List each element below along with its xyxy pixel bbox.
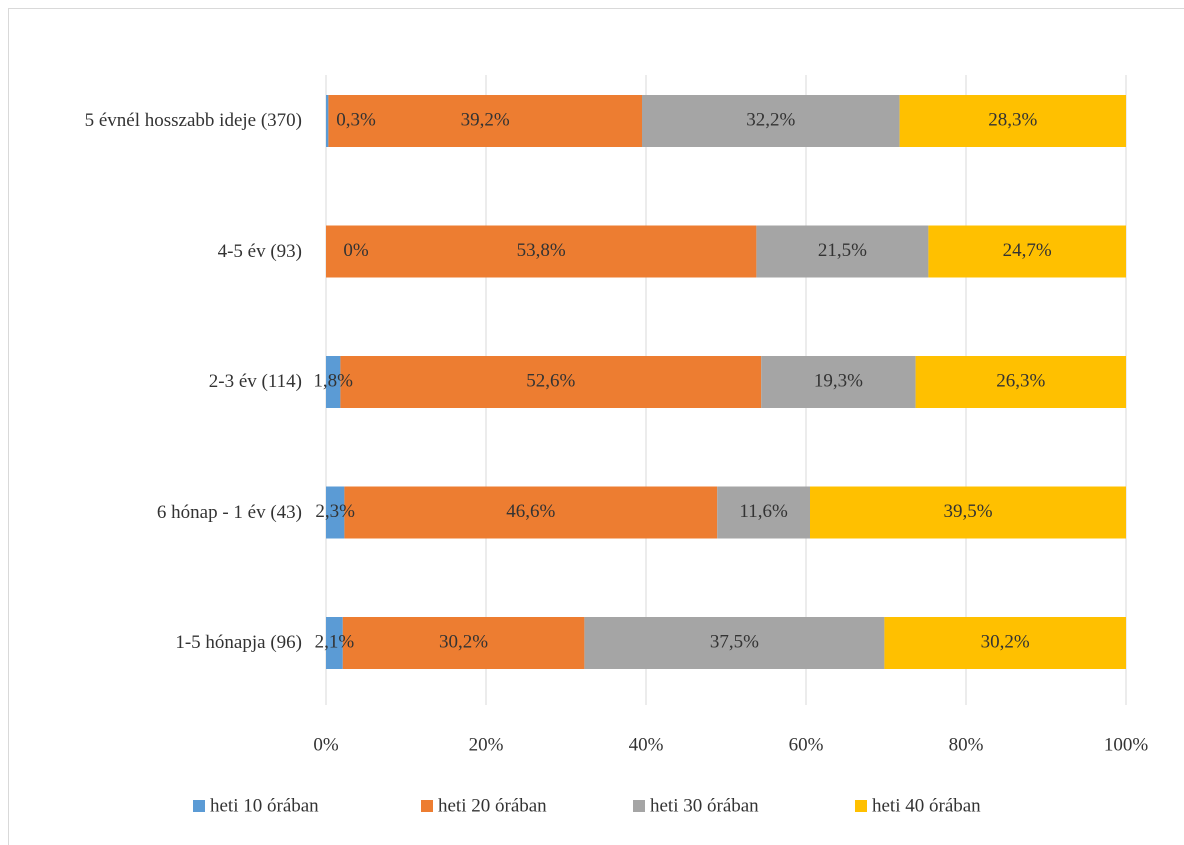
legend-label: heti 20 órában — [438, 795, 547, 816]
bar-segment — [884, 617, 1126, 669]
legend-swatch — [421, 800, 433, 812]
data-label: 53,8% — [517, 240, 566, 261]
x-tick-label: 100% — [1104, 734, 1149, 755]
bar-segment — [326, 356, 341, 408]
bar-segment — [340, 356, 762, 408]
x-tick-label: 80% — [949, 734, 984, 755]
bar-segment — [642, 95, 900, 147]
data-label: 11,6% — [739, 501, 788, 522]
y-tick-label: 1-5 hónapja (96) — [175, 632, 302, 653]
bar-segment — [584, 617, 885, 669]
legend-label: heti 10 órában — [210, 795, 319, 816]
bar-segment — [326, 95, 329, 147]
y-tick-label: 6 hónap - 1 év (43) — [156, 501, 302, 523]
bar-segment — [899, 95, 1126, 147]
legend-swatch — [855, 800, 867, 812]
data-label: 0,3% — [336, 109, 376, 130]
chart-border — [8, 8, 1184, 845]
data-label: 21,5% — [818, 240, 867, 261]
bar-segment — [326, 617, 343, 669]
bar-segment — [326, 225, 757, 278]
bar-segment — [810, 486, 1126, 539]
legend-label: heti 30 órában — [650, 795, 759, 816]
data-label: 39,5% — [943, 501, 992, 522]
bar-segment — [761, 356, 916, 408]
x-tick-label: 60% — [789, 734, 824, 755]
legend-label: heti 40 órában — [872, 795, 981, 816]
x-tick-label: 40% — [629, 734, 664, 755]
bar-segment — [915, 356, 1126, 408]
y-tick-label: 5 évnél hosszabb ideje (370) — [84, 110, 302, 131]
data-label: 32,2% — [746, 109, 795, 130]
data-label: 24,7% — [1003, 240, 1052, 261]
data-label: 26,3% — [996, 370, 1045, 391]
bar-segment — [328, 95, 642, 147]
data-label: 1,8% — [313, 370, 353, 391]
legend-swatch — [193, 800, 205, 812]
x-tick-label: 20% — [469, 734, 504, 755]
data-label: 2,1% — [315, 631, 355, 652]
data-label: 0% — [343, 240, 369, 261]
data-label: 46,6% — [506, 501, 555, 522]
data-label: 28,3% — [988, 109, 1037, 130]
data-label: 2,3% — [315, 501, 355, 522]
bar-segment — [344, 486, 718, 539]
x-tick-label: 0% — [313, 734, 339, 755]
data-label: 52,6% — [526, 370, 575, 391]
y-tick-label: 2-3 év (114) — [208, 371, 302, 392]
data-label: 30,2% — [981, 631, 1030, 652]
data-label: 39,2% — [461, 109, 510, 130]
bar-segment — [756, 225, 929, 278]
data-label: 19,3% — [814, 370, 863, 391]
y-tick-label: 4-5 év (93) — [217, 240, 302, 262]
data-label: 30,2% — [439, 631, 488, 652]
bar-segment — [928, 225, 1126, 278]
bar-segment — [342, 617, 585, 669]
bar-segment — [717, 486, 810, 539]
data-label: 37,5% — [710, 631, 759, 652]
legend-swatch — [633, 800, 645, 812]
bar-segment — [326, 486, 345, 539]
